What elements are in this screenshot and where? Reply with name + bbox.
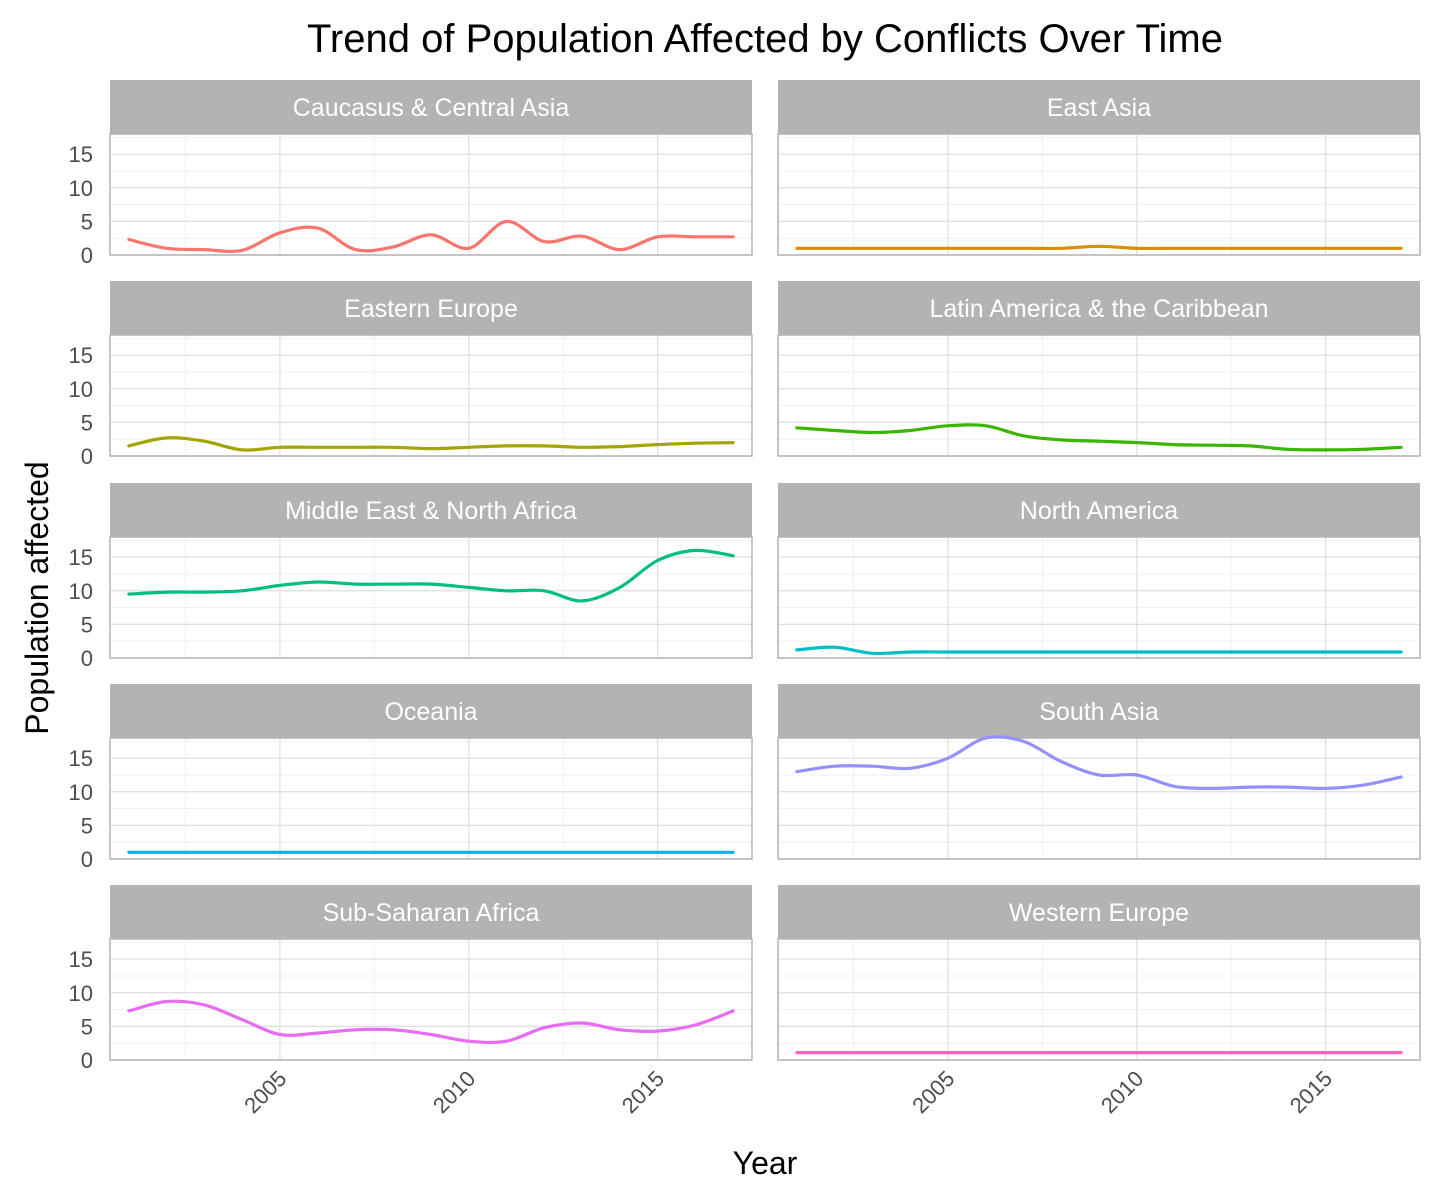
series-line: [795, 735, 1403, 791]
panel-border: [109, 536, 753, 659]
facet-label: Caucasus & Central Asia: [293, 94, 570, 122]
facet-strip: [110, 281, 752, 335]
facet-label: Western Europe: [1009, 899, 1189, 927]
panel-border: [777, 536, 1421, 659]
y-tick-label: 15: [69, 142, 93, 167]
y-tick-label: 15: [69, 545, 93, 570]
facet-label: Sub-Saharan Africa: [323, 899, 540, 927]
y-tick-label: 5: [81, 1014, 93, 1039]
y-tick-label: 10: [69, 579, 93, 604]
chart-title: Trend of Population Affected by Conflict…: [307, 17, 1223, 61]
facet-strip: [778, 684, 1420, 738]
facet-strip: [110, 684, 752, 738]
y-tick-label: 10: [69, 780, 93, 805]
panel-border: [109, 133, 753, 256]
panel-border: [109, 334, 753, 457]
panel-border: [109, 938, 753, 1061]
x-tick-label: 2015: [617, 1066, 669, 1118]
x-axis-title: Year: [733, 1145, 798, 1181]
y-tick-label: 15: [69, 343, 93, 368]
facet-panels: Caucasus & Central Asia 0 5 10 15 East Asia Ea…: [69, 80, 1421, 1118]
y-tick-label: 5: [81, 209, 93, 234]
facet-panel: East Asia: [777, 80, 1421, 256]
y-tick-label: 0: [81, 847, 93, 872]
x-tick-label: 2015: [1285, 1066, 1337, 1118]
facet-panel: South Asia: [777, 684, 1421, 860]
facet-strip: [778, 885, 1420, 939]
panel-border: [777, 938, 1421, 1061]
x-tick-label: 2010: [428, 1066, 480, 1118]
y-tick-label: 15: [69, 746, 93, 771]
series-line: [127, 999, 735, 1045]
y-tick-label: 0: [81, 444, 93, 469]
panel-border: [777, 737, 1421, 860]
facet-panel: Eastern Europe 0 5 10 15: [69, 281, 753, 469]
facet-panel: Caucasus & Central Asia 0 5 10 15: [69, 80, 753, 268]
series-line: [795, 645, 1403, 656]
facet-label: Eastern Europe: [344, 295, 518, 323]
facet-strip: [110, 80, 752, 134]
panel-border: [777, 334, 1421, 457]
series-line: [795, 423, 1403, 452]
facet-strip: [778, 483, 1420, 537]
series-line: [795, 244, 1403, 251]
facet-label: Oceania: [384, 698, 477, 726]
facet-label: East Asia: [1047, 94, 1151, 122]
facet-panel: Middle East & North Africa 0 5 10 15: [69, 483, 753, 671]
y-tick-label: 15: [69, 947, 93, 972]
x-tick-label: 2005: [907, 1066, 959, 1118]
y-tick-label: 0: [81, 646, 93, 671]
facet-strip: [778, 281, 1420, 335]
facet-panel: Latin America & the Caribbean: [777, 281, 1421, 457]
panel-border: [777, 133, 1421, 256]
x-tick-label: 2010: [1096, 1066, 1148, 1118]
facet-panel: North America: [777, 483, 1421, 659]
y-tick-label: 5: [81, 612, 93, 637]
y-tick-label: 10: [69, 176, 93, 201]
x-tick-label: 2005: [239, 1066, 291, 1118]
y-tick-label: 0: [81, 243, 93, 268]
facet-strip: [110, 483, 752, 537]
facet-strip: [778, 80, 1420, 134]
facet-label: Middle East & North Africa: [285, 497, 577, 525]
y-tick-label: 10: [69, 981, 93, 1006]
facet-label: South Asia: [1039, 698, 1159, 726]
y-tick-label: 10: [69, 377, 93, 402]
facet-panel: Sub-Saharan Africa 0 5 10 15 2005 2010 2015: [69, 885, 753, 1118]
series-line: [127, 436, 735, 452]
facet-strip: [110, 885, 752, 939]
facet-panel: Oceania 0 5 10 15: [69, 684, 753, 872]
facet-panel: Western Europe 2005 2010 2015: [777, 885, 1421, 1118]
series-line: [127, 219, 735, 254]
y-axis-title: Population affected: [19, 461, 55, 734]
facet-label: Latin America & the Caribbean: [929, 295, 1268, 323]
panel-border: [109, 737, 753, 860]
series-line: [127, 548, 735, 603]
y-tick-label: 5: [81, 813, 93, 838]
y-tick-label: 5: [81, 410, 93, 435]
y-tick-label: 0: [81, 1048, 93, 1073]
facet-label: North America: [1020, 497, 1178, 525]
